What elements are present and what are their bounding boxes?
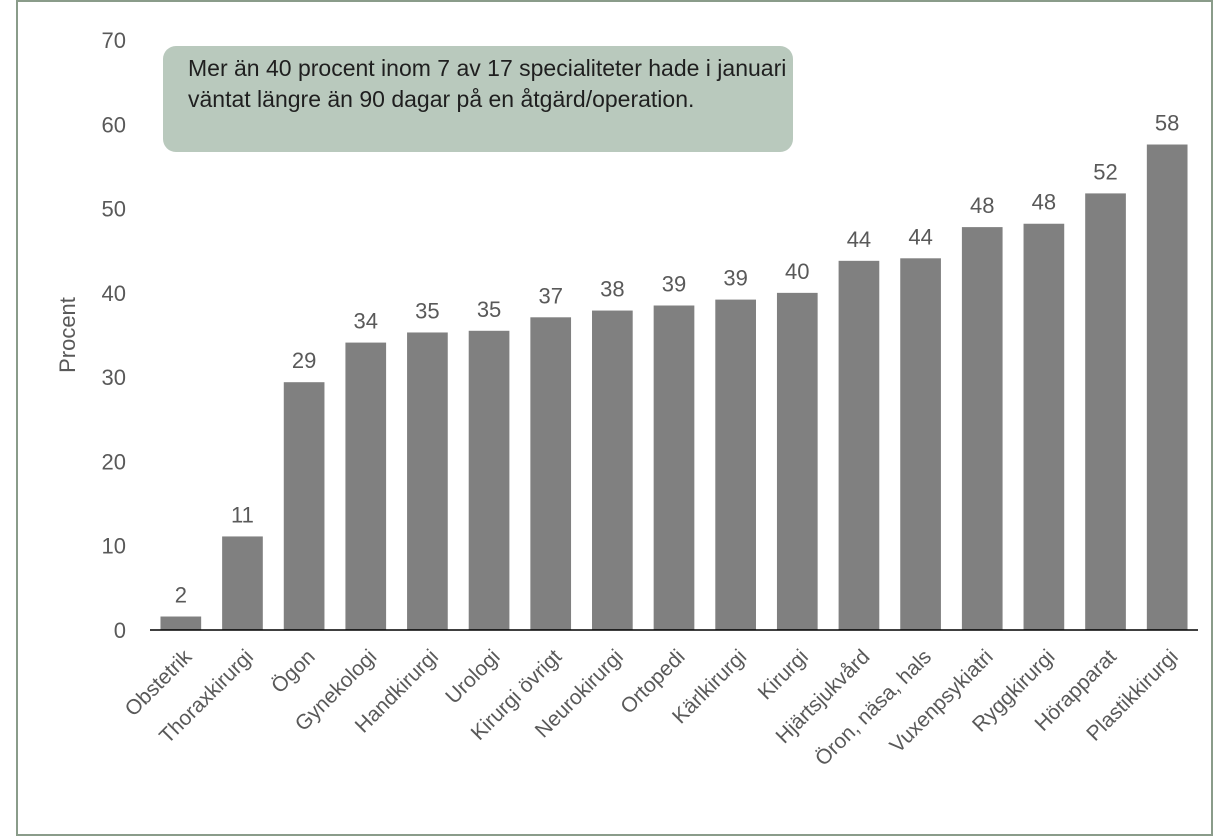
- bar: [345, 342, 387, 630]
- data-label: 35: [477, 297, 501, 322]
- y-tick-label: 40: [102, 281, 126, 306]
- data-label: 35: [415, 298, 439, 323]
- bar: [1146, 144, 1188, 630]
- bar: [468, 330, 510, 630]
- y-axis-ticks: 0 10 20 30 40 50 60 70: [102, 28, 126, 643]
- bar: [900, 258, 941, 630]
- bar: [283, 382, 325, 630]
- data-label: 44: [847, 227, 871, 252]
- bar: [407, 332, 448, 630]
- data-label: 2: [175, 583, 187, 608]
- bar: [222, 536, 263, 630]
- annotation-text: Mer än 40 procent inom 7 av 17 specialit…: [188, 55, 787, 112]
- y-tick-label: 70: [102, 28, 126, 53]
- bar: [592, 310, 633, 630]
- bar: [961, 227, 1003, 630]
- data-label: 38: [600, 277, 624, 302]
- data-label: 11: [231, 502, 254, 527]
- bar: [838, 260, 880, 630]
- data-label: 48: [1032, 190, 1056, 215]
- y-tick-label: 10: [102, 534, 126, 559]
- data-label: 48: [970, 193, 994, 218]
- side-panel-border: [0, 0, 18, 836]
- bar: [160, 616, 202, 630]
- data-label: 40: [785, 259, 809, 284]
- data-label: 39: [662, 272, 686, 297]
- bar: [715, 299, 756, 630]
- annotation-callout: Mer än 40 procent inom 7 av 17 specialit…: [163, 46, 793, 152]
- x-tick-label: Öron, näsa, hals: [811, 645, 936, 770]
- y-tick-label: 30: [102, 365, 126, 390]
- y-tick-label: 50: [102, 197, 126, 222]
- bar: [653, 305, 695, 630]
- data-label: 52: [1093, 159, 1117, 184]
- bar: [1085, 193, 1126, 630]
- x-tick-label: Ögon: [267, 645, 320, 698]
- bar: [530, 317, 572, 630]
- y-tick-label: 0: [114, 618, 126, 643]
- data-label: 29: [292, 348, 316, 373]
- x-tick-label: Kirurgi: [754, 645, 813, 704]
- data-label: 37: [538, 283, 562, 308]
- y-axis-label: Procent: [55, 297, 80, 373]
- bar: [776, 292, 818, 630]
- data-label: 39: [723, 266, 747, 291]
- data-label: 44: [908, 224, 932, 249]
- y-tick-label: 60: [102, 112, 126, 137]
- bars: [160, 144, 1188, 630]
- bar: [1023, 223, 1065, 630]
- y-tick-label: 20: [102, 449, 126, 474]
- data-label: 58: [1155, 111, 1179, 136]
- data-label: 34: [354, 309, 378, 334]
- value-labels: 2 11 29 34 35 35 37 38 39 39 40 44 44 48 48 52 58: [175, 111, 1180, 608]
